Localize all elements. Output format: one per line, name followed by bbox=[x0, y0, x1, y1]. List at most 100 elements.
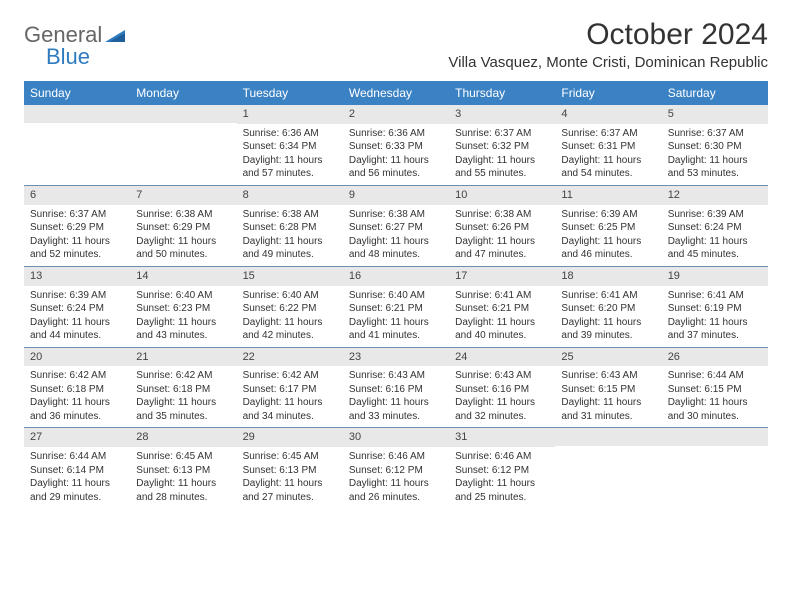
day-detail: Sunrise: 6:38 AMSunset: 6:29 PMDaylight:… bbox=[130, 205, 236, 266]
daylight-text-1: Daylight: 11 hours bbox=[561, 154, 655, 168]
daylight-text-2: and 25 minutes. bbox=[455, 491, 549, 505]
daylight-text-1: Daylight: 11 hours bbox=[30, 477, 124, 491]
day-number bbox=[555, 428, 661, 446]
calendar-day-cell: 18Sunrise: 6:41 AMSunset: 6:20 PMDayligh… bbox=[555, 267, 661, 347]
calendar-day-cell: 5Sunrise: 6:37 AMSunset: 6:30 PMDaylight… bbox=[662, 105, 768, 185]
daylight-text-2: and 47 minutes. bbox=[455, 248, 549, 262]
calendar-day-cell: 30Sunrise: 6:46 AMSunset: 6:12 PMDayligh… bbox=[343, 428, 449, 508]
day-detail: Sunrise: 6:37 AMSunset: 6:32 PMDaylight:… bbox=[449, 124, 555, 185]
calendar-day-cell: 24Sunrise: 6:43 AMSunset: 6:16 PMDayligh… bbox=[449, 348, 555, 428]
weekday-header: Sunday bbox=[24, 81, 130, 105]
day-number: 27 bbox=[24, 428, 130, 447]
day-number: 5 bbox=[662, 105, 768, 124]
sunrise-text: Sunrise: 6:43 AM bbox=[455, 369, 549, 383]
calendar-week-row: 27Sunrise: 6:44 AMSunset: 6:14 PMDayligh… bbox=[24, 427, 768, 508]
calendar-week-row: 6Sunrise: 6:37 AMSunset: 6:29 PMDaylight… bbox=[24, 185, 768, 266]
calendar-day-cell: 29Sunrise: 6:45 AMSunset: 6:13 PMDayligh… bbox=[237, 428, 343, 508]
daylight-text-2: and 26 minutes. bbox=[349, 491, 443, 505]
sunset-text: Sunset: 6:32 PM bbox=[455, 140, 549, 154]
daylight-text-1: Daylight: 11 hours bbox=[668, 235, 762, 249]
daylight-text-1: Daylight: 11 hours bbox=[455, 235, 549, 249]
daylight-text-2: and 45 minutes. bbox=[668, 248, 762, 262]
day-number: 7 bbox=[130, 186, 236, 205]
daylight-text-1: Daylight: 11 hours bbox=[136, 396, 230, 410]
calendar-day-cell: 19Sunrise: 6:41 AMSunset: 6:19 PMDayligh… bbox=[662, 267, 768, 347]
sunset-text: Sunset: 6:12 PM bbox=[455, 464, 549, 478]
daylight-text-1: Daylight: 11 hours bbox=[668, 396, 762, 410]
daylight-text-1: Daylight: 11 hours bbox=[30, 235, 124, 249]
calendar-day-cell: 2Sunrise: 6:36 AMSunset: 6:33 PMDaylight… bbox=[343, 105, 449, 185]
calendar-empty-cell bbox=[555, 428, 661, 508]
day-number: 19 bbox=[662, 267, 768, 286]
header: GeneralBlue October 2024 Villa Vasquez, … bbox=[24, 18, 768, 71]
weekday-header-row: SundayMondayTuesdayWednesdayThursdayFrid… bbox=[24, 81, 768, 105]
daylight-text-2: and 27 minutes. bbox=[243, 491, 337, 505]
sunset-text: Sunset: 6:15 PM bbox=[668, 383, 762, 397]
day-detail: Sunrise: 6:42 AMSunset: 6:18 PMDaylight:… bbox=[24, 366, 130, 427]
day-number: 16 bbox=[343, 267, 449, 286]
sunset-text: Sunset: 6:24 PM bbox=[30, 302, 124, 316]
day-number: 31 bbox=[449, 428, 555, 447]
day-number: 3 bbox=[449, 105, 555, 124]
day-detail: Sunrise: 6:46 AMSunset: 6:12 PMDaylight:… bbox=[449, 447, 555, 508]
day-number bbox=[662, 428, 768, 446]
calendar-day-cell: 27Sunrise: 6:44 AMSunset: 6:14 PMDayligh… bbox=[24, 428, 130, 508]
calendar-day-cell: 7Sunrise: 6:38 AMSunset: 6:29 PMDaylight… bbox=[130, 186, 236, 266]
day-detail: Sunrise: 6:44 AMSunset: 6:14 PMDaylight:… bbox=[24, 447, 130, 508]
sunset-text: Sunset: 6:21 PM bbox=[349, 302, 443, 316]
day-detail: Sunrise: 6:36 AMSunset: 6:33 PMDaylight:… bbox=[343, 124, 449, 185]
calendar-grid: SundayMondayTuesdayWednesdayThursdayFrid… bbox=[24, 81, 768, 508]
sunset-text: Sunset: 6:13 PM bbox=[136, 464, 230, 478]
daylight-text-2: and 39 minutes. bbox=[561, 329, 655, 343]
calendar-page: GeneralBlue October 2024 Villa Vasquez, … bbox=[0, 0, 792, 526]
sunrise-text: Sunrise: 6:45 AM bbox=[243, 450, 337, 464]
day-detail: Sunrise: 6:37 AMSunset: 6:31 PMDaylight:… bbox=[555, 124, 661, 185]
day-number bbox=[130, 105, 236, 123]
daylight-text-1: Daylight: 11 hours bbox=[561, 316, 655, 330]
sunset-text: Sunset: 6:18 PM bbox=[136, 383, 230, 397]
day-number: 22 bbox=[237, 348, 343, 367]
sunrise-text: Sunrise: 6:38 AM bbox=[136, 208, 230, 222]
calendar-week-row: 1Sunrise: 6:36 AMSunset: 6:34 PMDaylight… bbox=[24, 105, 768, 185]
daylight-text-2: and 42 minutes. bbox=[243, 329, 337, 343]
sunset-text: Sunset: 6:21 PM bbox=[455, 302, 549, 316]
calendar-day-cell: 10Sunrise: 6:38 AMSunset: 6:26 PMDayligh… bbox=[449, 186, 555, 266]
sunset-text: Sunset: 6:17 PM bbox=[243, 383, 337, 397]
sunset-text: Sunset: 6:12 PM bbox=[349, 464, 443, 478]
weekday-header: Saturday bbox=[662, 81, 768, 105]
sunrise-text: Sunrise: 6:40 AM bbox=[136, 289, 230, 303]
daylight-text-1: Daylight: 11 hours bbox=[561, 235, 655, 249]
daylight-text-1: Daylight: 11 hours bbox=[455, 477, 549, 491]
daylight-text-1: Daylight: 11 hours bbox=[455, 154, 549, 168]
day-number: 12 bbox=[662, 186, 768, 205]
daylight-text-1: Daylight: 11 hours bbox=[455, 316, 549, 330]
sunrise-text: Sunrise: 6:46 AM bbox=[349, 450, 443, 464]
weekday-header: Thursday bbox=[449, 81, 555, 105]
calendar-day-cell: 17Sunrise: 6:41 AMSunset: 6:21 PMDayligh… bbox=[449, 267, 555, 347]
day-number: 1 bbox=[237, 105, 343, 124]
sunrise-text: Sunrise: 6:41 AM bbox=[455, 289, 549, 303]
sunrise-text: Sunrise: 6:37 AM bbox=[561, 127, 655, 141]
sunset-text: Sunset: 6:16 PM bbox=[455, 383, 549, 397]
daylight-text-2: and 31 minutes. bbox=[561, 410, 655, 424]
sunset-text: Sunset: 6:13 PM bbox=[243, 464, 337, 478]
calendar-day-cell: 3Sunrise: 6:37 AMSunset: 6:32 PMDaylight… bbox=[449, 105, 555, 185]
sunset-text: Sunset: 6:16 PM bbox=[349, 383, 443, 397]
logo-triangle-icon bbox=[105, 24, 125, 46]
sunset-text: Sunset: 6:25 PM bbox=[561, 221, 655, 235]
weekday-header: Wednesday bbox=[343, 81, 449, 105]
daylight-text-2: and 46 minutes. bbox=[561, 248, 655, 262]
daylight-text-2: and 52 minutes. bbox=[30, 248, 124, 262]
daylight-text-1: Daylight: 11 hours bbox=[30, 396, 124, 410]
weekday-header: Monday bbox=[130, 81, 236, 105]
location-text: Villa Vasquez, Monte Cristi, Dominican R… bbox=[448, 54, 768, 71]
calendar-day-cell: 4Sunrise: 6:37 AMSunset: 6:31 PMDaylight… bbox=[555, 105, 661, 185]
daylight-text-2: and 55 minutes. bbox=[455, 167, 549, 181]
day-detail: Sunrise: 6:39 AMSunset: 6:24 PMDaylight:… bbox=[24, 286, 130, 347]
sunrise-text: Sunrise: 6:42 AM bbox=[30, 369, 124, 383]
calendar-day-cell: 26Sunrise: 6:44 AMSunset: 6:15 PMDayligh… bbox=[662, 348, 768, 428]
daylight-text-1: Daylight: 11 hours bbox=[243, 235, 337, 249]
sunset-text: Sunset: 6:28 PM bbox=[243, 221, 337, 235]
day-detail: Sunrise: 6:38 AMSunset: 6:28 PMDaylight:… bbox=[237, 205, 343, 266]
sunset-text: Sunset: 6:18 PM bbox=[30, 383, 124, 397]
